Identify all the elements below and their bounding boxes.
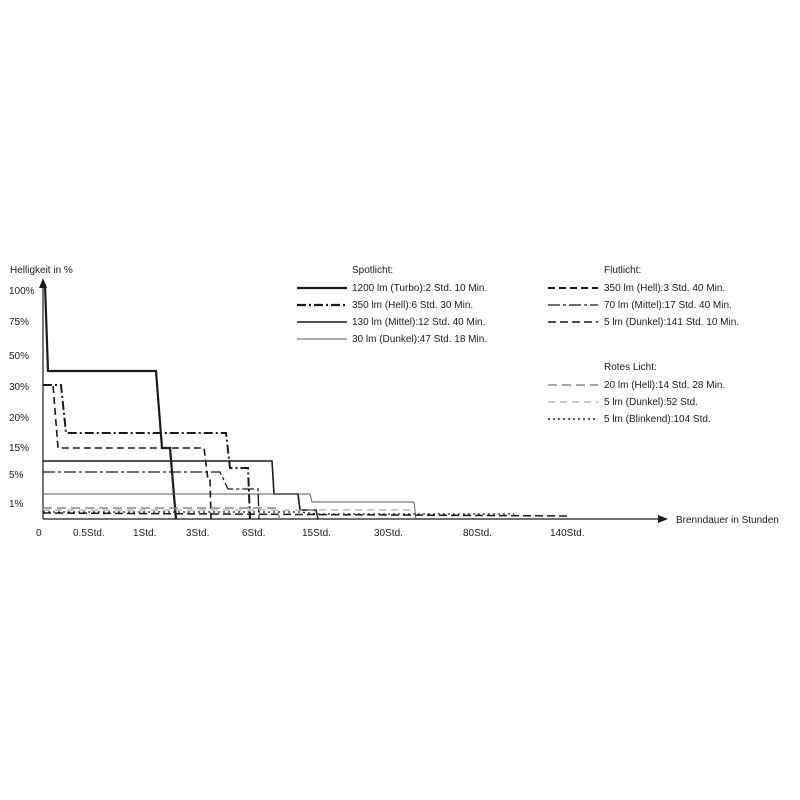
series-line-spot-turbo bbox=[43, 283, 178, 520]
x-tick-label: 3Std. bbox=[186, 528, 209, 539]
legend-entry-label: 1200 lm (Turbo):2 Std. 10 Min. bbox=[352, 283, 487, 294]
series-line-rot-blink bbox=[43, 511, 514, 515]
x-tick-label: 6Std. bbox=[242, 528, 265, 539]
legend-entry-label: 20 lm (Hell):14 Std. 28 Min. bbox=[604, 380, 725, 391]
legend-entry-label: 30 lm (Dunkel):47 Std. 18 Min. bbox=[352, 334, 487, 345]
legend-group-title: Spotlicht: bbox=[352, 265, 393, 276]
legend-entry-label: 70 lm (Mittel):17 Std. 40 Min. bbox=[604, 300, 732, 311]
y-tick-label: 5% bbox=[9, 470, 24, 481]
legend-flutlicht: Flutlicht: 350 lm (Hell):3 Std. 40 Min. … bbox=[548, 265, 739, 328]
legend-entry-label: 350 lm (Hell):6 Std. 30 Min. bbox=[352, 300, 473, 311]
series-line-spot-hell bbox=[43, 384, 251, 520]
y-tick-label: 50% bbox=[9, 351, 29, 362]
y-axis-title: Helligkeit in % bbox=[10, 265, 73, 276]
y-tick-label: 30% bbox=[9, 382, 29, 393]
legend-entry-label: 130 lm (Mittel):12 Std. 40 Min. bbox=[352, 317, 485, 328]
x-tick-label: 0 bbox=[36, 528, 42, 539]
x-tick-label: 15Std. bbox=[302, 528, 331, 539]
y-tick-label: 75% bbox=[9, 317, 29, 328]
y-tick-label: 20% bbox=[9, 413, 29, 424]
legend-entry-label: 5 lm (Dunkel):52 Std. bbox=[604, 397, 698, 408]
y-tick-label: 15% bbox=[9, 443, 29, 454]
series-line-flut-mittel bbox=[43, 471, 260, 520]
series-lines bbox=[42, 283, 569, 520]
x-tick-label: 0.5Std. bbox=[73, 528, 105, 539]
series-line-flut-dunkel bbox=[42, 512, 569, 519]
y-tick-label: 1% bbox=[9, 499, 24, 510]
legend-group-title: Flutlicht: bbox=[604, 265, 641, 276]
legend-spotlicht: Spotlicht: 1200 lm (Turbo):2 Std. 10 Min… bbox=[297, 265, 487, 345]
x-axis-arrow bbox=[658, 515, 668, 523]
y-tick-label: 100% bbox=[9, 286, 35, 297]
x-axis-title: Brenndauer in Stunden bbox=[676, 515, 779, 526]
legend-entry-label: 5 lm (Dunkel):141 Std. 10 Min. bbox=[604, 317, 739, 328]
series-line-spot-dunkel bbox=[43, 493, 417, 520]
legend-rotes-licht: Rotes Licht: 20 lm (Hell):14 Std. 28 Min… bbox=[548, 362, 725, 425]
legend-entry-label: 5 lm (Blinkend):104 Std. bbox=[604, 414, 711, 425]
series-line-flut-hell bbox=[43, 384, 212, 520]
x-tick-label: 140Std. bbox=[550, 528, 584, 539]
x-tick-label: 80Std. bbox=[463, 528, 492, 539]
x-tick-label: 1Std. bbox=[133, 528, 156, 539]
legend-entry-label: 350 lm (Hell):3 Std. 40 Min. bbox=[604, 283, 725, 294]
series-line-rot-hell bbox=[43, 507, 281, 520]
legend-group-title: Rotes Licht: bbox=[604, 362, 657, 373]
x-tick-label: 30Std. bbox=[374, 528, 403, 539]
